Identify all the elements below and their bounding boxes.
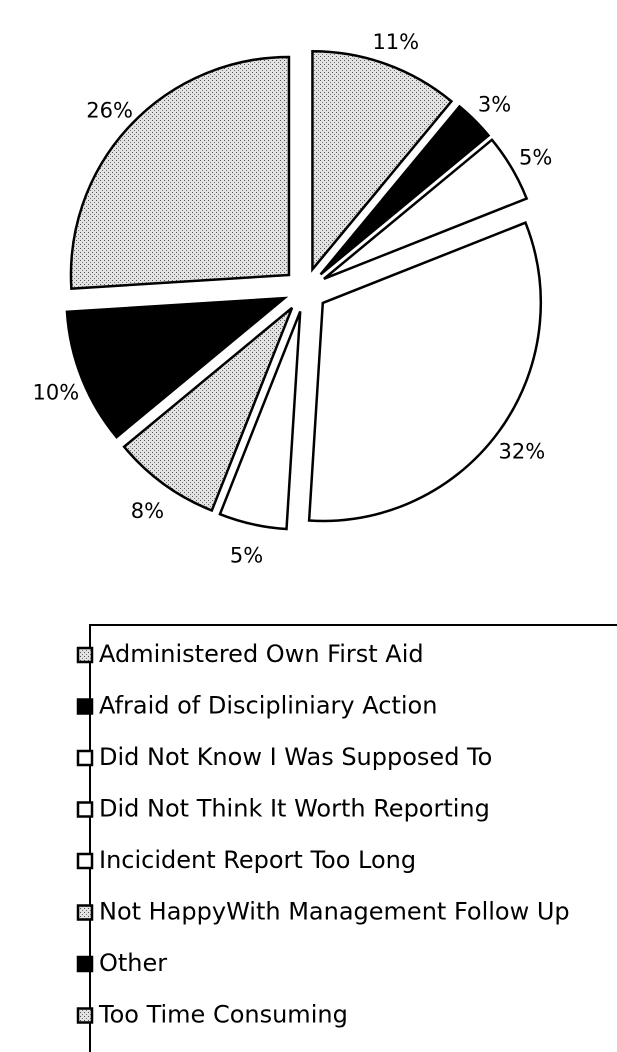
legend-marker [76, 904, 94, 921]
legend-label: Not HappyWith Management Follow Up [99, 898, 570, 926]
legend-label: Administered Own First Aid [99, 640, 424, 668]
slice-label: 5% [519, 146, 552, 170]
legend-marker [76, 698, 94, 715]
legend-label: Other [99, 949, 167, 977]
pie-slice [307, 221, 543, 523]
legend-label: Afraid of Discipliniary Action [99, 692, 437, 720]
pie-slice [311, 50, 454, 273]
legend-label: Did Not Know I Was Supposed To [99, 743, 492, 771]
slice-label: 32% [498, 440, 545, 464]
pie-slice [319, 104, 491, 276]
legend-label: Incicident Report Too Long [99, 846, 416, 874]
legend-box [89, 624, 617, 1052]
slice-label: 10% [32, 381, 79, 405]
pie-slice [69, 55, 291, 290]
pie-slice [65, 296, 289, 439]
legend-label: Too Time Consuming [98, 1001, 348, 1029]
slice-label: 5% [230, 544, 263, 568]
pie-slice [323, 138, 529, 280]
slice-label: 11% [372, 30, 419, 54]
legend-label: Did Not Think It Worth Reporting [99, 795, 490, 823]
legend-marker [76, 646, 94, 664]
pie-slice [122, 306, 294, 513]
legend-marker [76, 801, 94, 818]
slice-label: 8% [131, 499, 164, 523]
legend-marker [76, 852, 94, 870]
legend-marker [76, 955, 94, 973]
slice-label: 3% [478, 92, 511, 116]
legend-marker [76, 1007, 94, 1024]
pie-slice [218, 311, 302, 531]
slice-label: 26% [86, 99, 133, 123]
legend-marker [76, 749, 94, 767]
